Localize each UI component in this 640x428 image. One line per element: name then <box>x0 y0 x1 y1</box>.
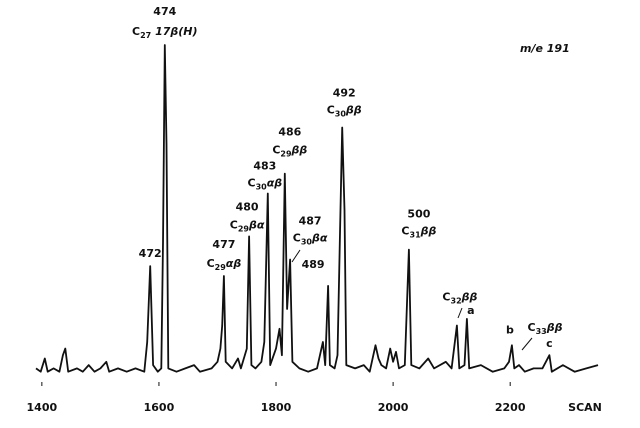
compound-sub: 31 <box>410 231 422 240</box>
x-axis-label: SCAN <box>568 401 602 414</box>
peak-label: 472 <box>139 247 162 260</box>
compound-label: C33ββ <box>527 321 562 336</box>
compound-suffix: ββ <box>546 321 563 334</box>
compound-suffix: αβ <box>267 177 283 190</box>
peak-annotation: c <box>546 337 553 350</box>
compound-sub: 30 <box>335 110 347 119</box>
peak-label: 489 <box>302 258 325 271</box>
compound-sub: 33 <box>536 327 547 336</box>
peak-annotation: 474 C27 17β(H) <box>132 5 198 40</box>
compound-suffix: 17β(H) <box>151 25 197 38</box>
compound-label: C30αβ <box>247 177 282 192</box>
peak-annotation: 489 <box>302 258 325 271</box>
compound-suffix: ββ <box>461 291 478 304</box>
peak-label: 480 <box>236 200 259 213</box>
peak-label: 487 <box>299 215 322 228</box>
compound-sub: 32 <box>451 297 462 306</box>
peak-annotation: C33ββ <box>521 321 563 351</box>
x-tick-label: 1400 <box>27 401 58 414</box>
compound-base: C <box>327 104 335 117</box>
peak-annotation: 486 C29ββ <box>272 126 307 159</box>
compound-base: C <box>401 225 409 238</box>
leader-line <box>521 337 533 351</box>
compound-label: C29αβ <box>207 257 242 272</box>
compound-sub: 29 <box>280 150 292 159</box>
compound-suffix: βα <box>248 218 265 231</box>
compound-base: C <box>442 291 450 304</box>
peak-label: 477 <box>212 238 235 251</box>
x-tick-label: 2000 <box>378 401 409 414</box>
compound-sub: 29 <box>238 224 250 233</box>
peak-label: b <box>506 323 514 336</box>
peak-annotation: 472 <box>139 247 162 260</box>
compound-base: C <box>207 257 215 270</box>
compound-sub: 30 <box>301 238 313 247</box>
compound-sub: 30 <box>256 183 268 192</box>
compound-base: C <box>247 177 255 190</box>
peak-annotation: 480 C29βα <box>230 200 265 233</box>
peak-annotation: 483 C30αβ <box>247 160 282 192</box>
compound-sub: 27 <box>140 31 151 40</box>
peak-label: 483 <box>253 160 276 173</box>
trace <box>35 44 599 373</box>
compound-label: C30ββ <box>327 104 362 119</box>
ion-annotation: m/e 191 <box>520 42 570 55</box>
compound-label: C29ββ <box>272 144 307 159</box>
peak-label: a <box>467 304 474 317</box>
peak-annotation: a <box>467 304 474 317</box>
peak-annotation: 500 C31ββ <box>401 208 436 240</box>
compound-label: C32ββ <box>442 291 477 306</box>
x-tick-label: 1600 <box>144 401 175 414</box>
peak-annotation: 487 C30βα <box>291 215 328 263</box>
peak-label: 492 <box>333 87 356 100</box>
peak-label: 474 <box>153 5 176 18</box>
compound-label: C29βα <box>230 218 265 233</box>
peak-annotation: C32ββ <box>442 291 478 319</box>
compound-suffix: ββ <box>345 104 362 117</box>
peak-label: c <box>546 337 553 350</box>
compound-base: C <box>132 25 140 38</box>
peak-annotation: 492 C30ββ <box>327 87 362 119</box>
x-tick-label: 1800 <box>261 401 292 414</box>
compound-label: C31ββ <box>401 225 436 240</box>
peak-annotation: b <box>506 323 514 336</box>
compound-suffix: ββ <box>420 225 437 238</box>
peak-label: 500 <box>407 208 430 221</box>
x-tick-label: 2200 <box>495 401 526 414</box>
peak-label: 486 <box>278 126 301 139</box>
compound-label: C27 17β(H) <box>132 25 198 40</box>
compound-base: C <box>293 232 301 245</box>
compound-suffix: αβ <box>226 257 242 270</box>
leader-line <box>291 249 301 263</box>
peak-annotation: 477 C29αβ <box>207 238 242 272</box>
compound-base: C <box>272 144 280 157</box>
compound-base: C <box>230 218 238 231</box>
compound-sub: 29 <box>215 263 227 272</box>
compound-base: C <box>527 321 535 334</box>
compound-suffix: ββ <box>291 144 308 157</box>
compound-suffix: βα <box>311 232 328 245</box>
compound-label: C30βα <box>293 232 328 247</box>
leader-line <box>457 307 463 319</box>
